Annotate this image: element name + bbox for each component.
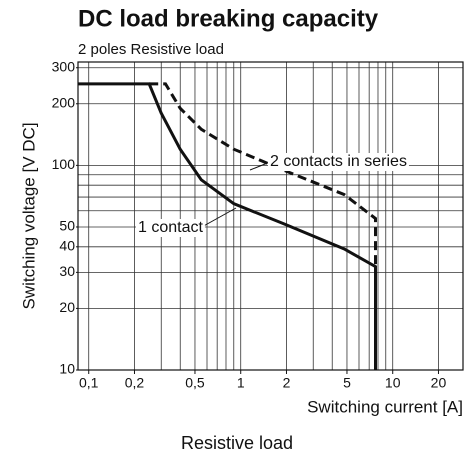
x-tick-label: 5 — [343, 375, 351, 391]
series-label: 2 contacts in series — [270, 153, 407, 170]
caption: Resistive load — [181, 433, 293, 453]
label-bg — [136, 219, 205, 237]
leader-line — [199, 207, 237, 229]
x-tick-label: 10 — [385, 375, 401, 391]
y-axis-label: Switching voltage [V DC] — [19, 122, 38, 309]
series-line — [78, 82, 377, 370]
chart-subtitle: 2 poles Resistive load — [78, 41, 224, 58]
x-tick-label: 1 — [237, 375, 245, 391]
y-tick-label: 20 — [59, 299, 75, 315]
series-label: 1 contact — [138, 219, 203, 236]
x-tick-label: 0,5 — [185, 375, 205, 391]
y-tick-label: 30 — [59, 263, 75, 279]
x-tick-label: 0,2 — [125, 375, 145, 391]
x-tick-label: 2 — [283, 375, 291, 391]
y-tick-label: 50 — [59, 218, 75, 234]
y-tick-label: 300 — [52, 58, 76, 74]
chart-title: DC load breaking capacity — [78, 5, 379, 32]
y-tick-label: 200 — [52, 94, 76, 110]
x-tick-label: 20 — [431, 375, 447, 391]
leader-line — [249, 161, 271, 171]
y-tick-label: 100 — [52, 156, 76, 172]
x-tick-label: 0,1 — [79, 375, 99, 391]
y-tick-label: 40 — [59, 238, 75, 254]
series-line — [149, 82, 377, 267]
y-tick-label: 10 — [59, 361, 75, 377]
x-axis-label: Switching current [A] — [307, 397, 463, 416]
label-bg — [268, 153, 409, 171]
plot-frame — [77, 61, 464, 371]
